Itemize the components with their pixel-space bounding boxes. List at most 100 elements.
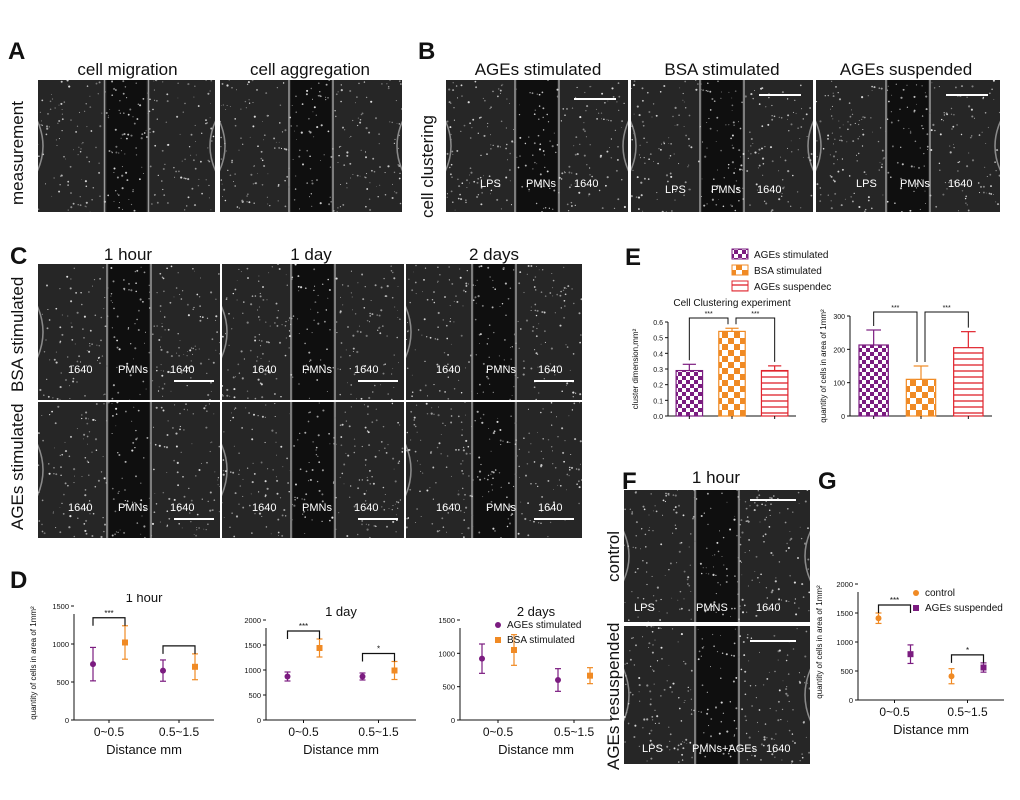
data-point: [122, 639, 128, 646]
y-tick-label: 500: [248, 691, 261, 700]
header-1-hour: 1 hour: [103, 245, 153, 264]
significance-bracket: [162, 645, 196, 654]
x-tick-label: 0.5~1.5: [554, 725, 595, 739]
micrograph-c-r1-c2: 1640 PMNs 1640: [222, 264, 404, 400]
legend-label: AGEs stimulated: [754, 250, 828, 261]
significance-label: ***: [943, 305, 951, 312]
x-axis-label: Distance mm: [106, 742, 182, 757]
y-tick-label: 0.3: [653, 367, 663, 374]
bar: [858, 344, 889, 417]
legend-label: control: [925, 588, 955, 599]
x-axis-label: Distance mm: [498, 742, 574, 757]
micrograph-c-r2-c1: 1640 PMNs 1640: [38, 402, 220, 538]
significance-bracket: [361, 652, 396, 662]
chart-e-cluster-dimension: Cell Clustering experiment 0.0 0.1 0.2 0.3 0.…: [631, 298, 796, 421]
label-pmns-ages: PMNs+AGEs: [692, 743, 758, 755]
micrograph-b-bsa-stimulated: LPS PMNs 1640: [631, 80, 813, 212]
y-axis-label: cluster dimension,mm²: [631, 328, 640, 409]
label-pmns: PMNs: [302, 502, 332, 514]
y-tick-label: 1500: [244, 641, 261, 650]
bar: [760, 369, 789, 417]
significance-bracket: [688, 317, 729, 361]
x-tick-label: 0.5~1.5: [947, 705, 988, 719]
x-tick-label: 0~0.5: [288, 725, 319, 739]
label-pmns: PMNs: [486, 502, 516, 514]
y-tick-label: 300: [833, 314, 845, 321]
x-tick-label: 0~0.5: [94, 725, 125, 739]
y-tick-label: 200: [833, 347, 845, 354]
significance-bracket: [92, 617, 126, 626]
x-axis-label: Distance mm: [893, 722, 969, 737]
data-point: [284, 673, 291, 680]
micrograph-a-aggregation: [220, 80, 402, 212]
header-2-days: 2 days: [468, 245, 520, 264]
legend-label: BSA stimulated: [754, 266, 822, 277]
bar: [718, 330, 746, 417]
label-1640-right: 1640: [354, 364, 379, 376]
panel-letter-e: E: [625, 244, 642, 271]
label-1640-left: 1640: [252, 364, 277, 376]
data-point: [479, 655, 485, 662]
significance-label: ***: [890, 596, 899, 605]
row-label-ages-resuspended: AGEs resuspended: [604, 622, 623, 770]
label-1640-right: 1640: [538, 502, 563, 514]
significance-bracket: [950, 654, 985, 663]
bar: [953, 347, 984, 417]
label-1640: 1640: [948, 178, 973, 190]
significance-label: ***: [751, 311, 759, 318]
row-label-measurement: measurement: [8, 101, 27, 205]
significance-label: *: [966, 646, 969, 655]
panel-letter-b: B: [418, 38, 436, 65]
label-pmns: PMNs: [900, 178, 930, 190]
y-tick-label: 1000: [438, 649, 455, 658]
y-tick-label: 0: [849, 696, 853, 705]
micrograph-c-r1-c3: 1640 PMNs 1640: [406, 264, 582, 400]
micrograph-c-r1-c1: 1640 PMNs 1640: [38, 264, 220, 400]
y-tick-label: 0.1: [653, 398, 663, 405]
significance-label: ***: [891, 305, 899, 312]
legend-label: AGEs stimulated: [507, 620, 581, 631]
significance-bracket: [877, 604, 912, 613]
y-tick-label: 1000: [244, 666, 261, 675]
label-1640: 1640: [757, 184, 782, 196]
data-point: [192, 663, 198, 670]
significance-label: *: [377, 645, 380, 654]
y-tick-label: 0: [257, 716, 261, 725]
data-point: [316, 645, 323, 651]
micrograph-c-r2-c2: 1640 PMNs 1640: [222, 402, 404, 538]
micrograph-b-ages-suspended: LPS PMNs 1640: [816, 80, 1000, 212]
data-point: [948, 673, 955, 680]
legend-swatch: [731, 264, 749, 276]
legend-label: BSA stimulated: [507, 635, 575, 646]
y-tick-label: 1500: [52, 602, 69, 611]
row-label-ages-stimulated: AGEs stimulated: [8, 403, 27, 530]
legend-marker: [495, 637, 501, 643]
label-pmns: PMNs: [118, 502, 148, 514]
bar: [905, 378, 937, 417]
bar: [675, 369, 704, 417]
label-1640: 1640: [766, 743, 791, 755]
micrograph-b-ages-stimulated: LPS PMNs 1640: [446, 80, 628, 212]
header-ages-stimulated: AGEs stimulated: [474, 60, 602, 79]
label-pmns: PMNs: [118, 364, 148, 376]
chart-title: 1 day: [325, 604, 357, 619]
y-tick-label: 0: [451, 716, 455, 725]
header-cell-aggregation: cell aggregation: [249, 60, 371, 79]
chart-title: 1 hour: [126, 594, 164, 605]
legend-swatch: [731, 280, 749, 292]
chart-title: 2 days: [517, 604, 556, 619]
y-tick-label: 1000: [836, 638, 853, 647]
panel-letter-d: D: [10, 567, 28, 594]
label-pmns: PMNs: [302, 364, 332, 376]
significance-label: ***: [299, 622, 308, 631]
legend-marker: [913, 590, 919, 596]
y-tick-label: 100: [833, 381, 845, 388]
data-point: [359, 673, 366, 680]
data-point: [391, 667, 398, 674]
x-tick-label: 0~0.5: [879, 705, 910, 719]
x-tick-label: 0.5~1.5: [159, 725, 200, 739]
header-f-1-hour: 1 hour: [691, 468, 741, 487]
label-lps: LPS: [856, 178, 877, 190]
label-pmns: PMNs: [711, 184, 741, 196]
label-lps: LPS: [665, 184, 686, 196]
